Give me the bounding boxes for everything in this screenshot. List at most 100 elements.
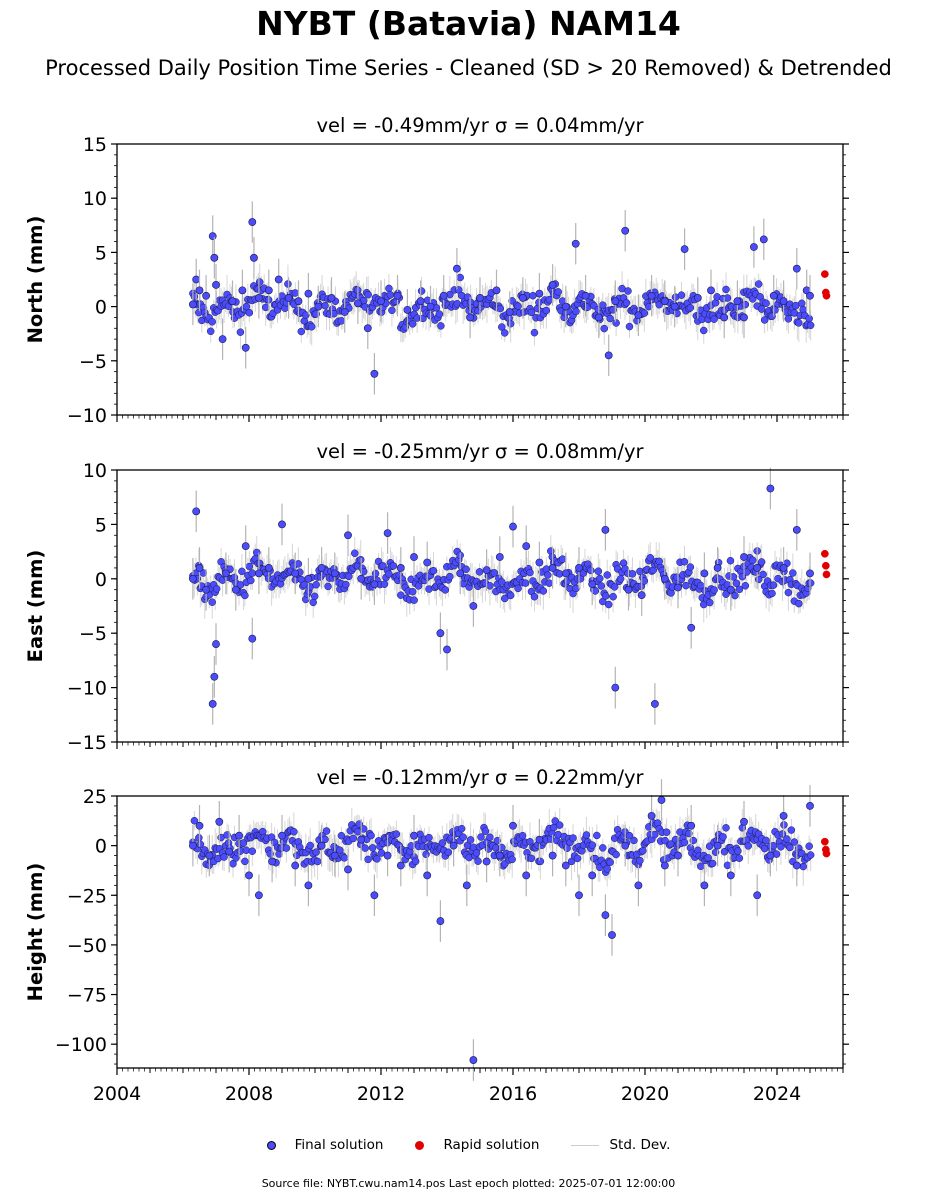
height-daily-point xyxy=(555,821,564,829)
north-daily-point xyxy=(307,323,316,331)
height-daily-point xyxy=(625,831,634,840)
height-daily-point xyxy=(306,841,314,850)
height-final-point xyxy=(317,841,326,850)
north-daily-point xyxy=(723,294,732,302)
height-daily-point xyxy=(762,836,770,845)
north-final-point xyxy=(192,275,201,284)
height-daily-point xyxy=(593,831,601,840)
north-daily-point xyxy=(388,306,396,315)
east-daily-point xyxy=(640,577,649,585)
north-daily-point xyxy=(722,285,730,294)
height-final-point xyxy=(601,911,610,920)
north-final-point xyxy=(581,291,590,300)
height-final-point xyxy=(674,851,682,860)
east-final-point xyxy=(304,574,313,583)
height-daily-point xyxy=(190,816,199,825)
north-daily-point xyxy=(435,310,444,318)
north-final-point xyxy=(806,291,814,300)
east-daily-point xyxy=(545,579,554,587)
source-footer: Source file: NYBT.cwu.nam14.pos Last epo… xyxy=(261,1177,676,1190)
east-final-point xyxy=(383,529,392,538)
height-final-point xyxy=(396,861,405,870)
east-final-point xyxy=(231,585,240,594)
height-final-point xyxy=(469,1056,478,1064)
east-y-tick-label: −15 xyxy=(67,732,107,754)
east-daily-point xyxy=(486,582,494,590)
east-daily-point xyxy=(594,567,603,575)
height-daily-point xyxy=(364,855,372,864)
east-daily-point xyxy=(731,591,739,600)
north-final-point xyxy=(792,264,801,273)
east-daily-point xyxy=(609,592,617,601)
height-daily-point xyxy=(569,834,577,842)
east-daily-solutions xyxy=(189,547,815,609)
north-final-point xyxy=(750,243,758,251)
north-final-point xyxy=(426,302,435,311)
chart-subtitle: Processed Daily Position Time Series - C… xyxy=(45,56,892,80)
height-final-point xyxy=(268,857,276,866)
height-daily-point xyxy=(359,825,368,833)
north-final-point xyxy=(264,286,273,295)
east-daily-point xyxy=(410,596,418,604)
east-rapid-point xyxy=(821,561,830,570)
north-final-point xyxy=(248,218,257,226)
east-daily-point xyxy=(247,576,255,585)
east-daily-point xyxy=(597,582,606,590)
height-daily-point xyxy=(392,830,401,838)
east-final-point xyxy=(456,569,465,578)
east-daily-point xyxy=(748,556,757,565)
height-daily-point xyxy=(708,859,717,868)
east-daily-point xyxy=(741,581,750,590)
north-final-point xyxy=(363,324,372,333)
east-daily-point xyxy=(475,568,484,576)
north-final-point xyxy=(370,369,379,378)
north-final-point xyxy=(241,343,250,352)
north-daily-point xyxy=(385,284,393,293)
north-final-point xyxy=(548,281,557,289)
height-final-point xyxy=(383,851,392,860)
east-daily-point xyxy=(379,562,387,570)
east-daily-point xyxy=(526,568,534,577)
east-y-tick-label: 0 xyxy=(95,569,107,591)
height-daily-point xyxy=(588,841,597,849)
legend-final-marker xyxy=(266,1140,276,1150)
height-final-point xyxy=(449,841,458,850)
east-final-point xyxy=(482,566,491,574)
east-final-point xyxy=(792,525,801,534)
north-daily-point xyxy=(645,302,653,311)
east-daily-point xyxy=(498,578,506,586)
east-final-point xyxy=(687,623,696,632)
height-x-tick-label: 2020 xyxy=(621,1083,669,1105)
north-daily-point xyxy=(527,308,536,317)
height-daily-point xyxy=(411,857,420,866)
east-final-point xyxy=(357,574,366,583)
east-daily-point xyxy=(768,589,776,598)
north-daily-point xyxy=(612,319,620,327)
height-final-point xyxy=(205,851,214,860)
height-daily-point xyxy=(340,854,349,862)
height-daily-point xyxy=(322,827,331,835)
east-daily-point xyxy=(601,592,610,600)
north-final-point xyxy=(707,286,715,295)
north-final-point xyxy=(720,313,729,322)
east-daily-point xyxy=(371,569,380,578)
north-final-point xyxy=(202,291,210,300)
legend-rapid-label: Rapid solution xyxy=(443,1137,540,1153)
east-final-point xyxy=(726,585,735,594)
height-final-point xyxy=(370,891,379,900)
height-final-point xyxy=(254,891,263,900)
east-daily-point xyxy=(441,586,450,594)
height-daily-point xyxy=(603,865,611,873)
north-daily-point xyxy=(677,291,686,299)
north-y-tick-label: 0 xyxy=(95,297,107,319)
height-final-point xyxy=(482,857,491,866)
east-y-tick-label: 5 xyxy=(95,514,107,536)
height-daily-point xyxy=(239,839,248,847)
north-daily-point xyxy=(795,319,803,327)
height-final-point xyxy=(608,931,616,939)
east-daily-point xyxy=(310,592,319,601)
height-final-point xyxy=(291,861,300,870)
east-daily-point xyxy=(610,583,619,591)
height-final-point xyxy=(195,821,204,830)
east-final-point xyxy=(192,507,201,516)
